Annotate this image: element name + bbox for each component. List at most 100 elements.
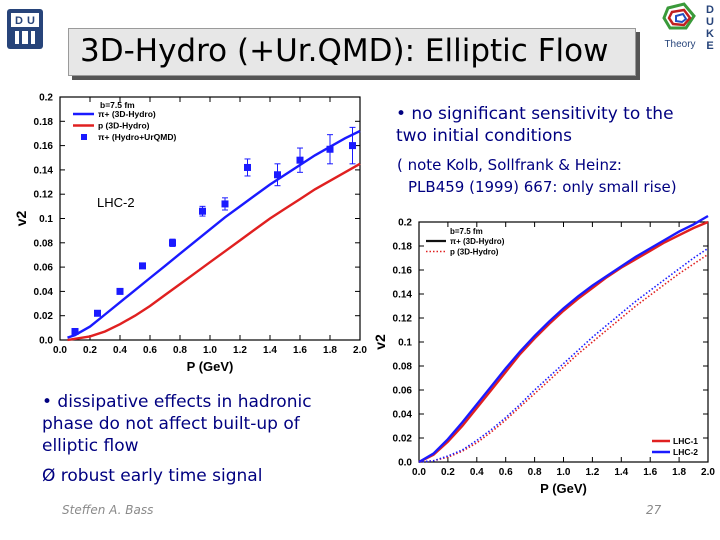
note-line-1: ( note Kolb, Sollfrank & Heinz: [397, 156, 622, 174]
x-tick-label: 0.2 [83, 345, 97, 356]
data-point [244, 163, 251, 171]
x-tick-label: 0.0 [53, 345, 67, 356]
x-tick-label: 2.0 [701, 467, 715, 478]
data-point [199, 207, 206, 215]
logo-letter-d: D [15, 15, 23, 27]
legend-entry: p (3D-Hydro) [450, 248, 499, 257]
y-tick-label: 0.18 [34, 117, 54, 128]
series-line [418, 220, 709, 464]
chart-left: 0.0 0.2 0.4 0.6 0.8 1.0 1.2 1.4 1.6 1.8 2.0 0.0 0.02… [13, 93, 367, 375]
x-tick-label: 2.0 [353, 345, 367, 356]
logo-letter-d: D [706, 4, 714, 16]
bullet-robust: Ø robust early time signal [42, 466, 263, 486]
y-tick-label: 0.12 [393, 314, 413, 325]
legend-entry: π+ (3D-Hydro) [450, 237, 505, 246]
legend-entry: π+ (Hydro+UrQMD) [98, 132, 176, 142]
bullet-dissipative-line-2: phase do not affect built-up of [42, 414, 300, 434]
legend-entry: p (3D-Hydro) [98, 121, 150, 131]
logo-letter-e: E [706, 40, 713, 52]
series-line [418, 253, 709, 463]
series-line [418, 247, 709, 463]
logo-letter-u: U [27, 15, 35, 27]
x-tick-label: 1.2 [233, 345, 247, 356]
university-logo: D U [7, 9, 43, 49]
bullet-sensitivity-line-1: • no significant sensitivity to the [396, 104, 674, 124]
legend-header: b=7.5 fm [100, 100, 135, 110]
data-point [221, 200, 229, 208]
slide-title: 3D-Hydro (+Ur.QMD): Elliptic Flow [80, 33, 609, 69]
y-tick-label: 0.18 [393, 242, 413, 253]
legend-marker [81, 134, 87, 140]
y-tick-label: 0.04 [34, 287, 54, 298]
y-tick-label: 0.08 [393, 362, 413, 373]
series-line [67, 129, 361, 339]
y-tick-label: 0.02 [34, 311, 54, 322]
x-tick-label: 0.4 [113, 345, 127, 356]
data-point [274, 171, 281, 179]
x-tick-label: 1.8 [323, 345, 337, 356]
y-tick-label: 0.0 [398, 458, 412, 469]
x-tick-label: 1.6 [643, 467, 657, 478]
y-tick-label: 0.12 [34, 190, 54, 201]
x-tick-label: 1.8 [672, 467, 686, 478]
data-point [326, 145, 334, 153]
y-tick-label: 0.06 [34, 263, 54, 274]
x-tick-label: 1.6 [293, 345, 307, 356]
x-axis-label: P (GeV) [187, 359, 234, 374]
chart-right: 0.0 0.2 0.4 0.6 0.8 1.0 1.2 1.4 1.6 1.8 2.0 0.0 0.02… [372, 214, 715, 496]
chart-annotation: LHC-2 [97, 195, 135, 210]
legend-entry: π+ (3D-Hydro) [98, 109, 156, 119]
x-tick-label: 1.4 [614, 467, 628, 478]
y-tick-label: 0.04 [393, 410, 413, 421]
x-tick-label: 0.2 [441, 467, 455, 478]
legend-header: b=7.5 fm [450, 227, 483, 236]
y-tick-label: 0.14 [393, 290, 413, 301]
series-line [67, 162, 361, 342]
y-tick-label: 0.2 [39, 93, 53, 104]
y-axis-label: v2 [372, 334, 388, 350]
y-tick-label: 0.16 [393, 266, 413, 277]
page-number: 27 [646, 503, 662, 517]
y-tick-label: 0.0 [39, 336, 53, 347]
y-tick-label: 0.08 [34, 238, 54, 249]
note-line-2: PLB459 (1999) 667: only small rise) [408, 178, 677, 196]
bullet-sensitivity-line-2: two initial conditions [396, 126, 572, 146]
x-tick-label: 0.8 [173, 345, 187, 356]
y-tick-label: 0.14 [34, 165, 54, 176]
x-tick-label: 0.8 [528, 467, 542, 478]
x-tick-label: 1.2 [585, 467, 599, 478]
title-banner [68, 28, 636, 76]
x-tick-label: 0.6 [499, 467, 513, 478]
y-axis-label: v2 [13, 211, 29, 227]
legend-entry: LHC-1 [673, 436, 698, 446]
x-tick-label: 1.0 [557, 467, 571, 478]
duke-theory-logo: Theory D U K E [662, 2, 714, 52]
series-line [418, 214, 709, 464]
data-point [296, 156, 304, 164]
data-point [71, 327, 79, 335]
data-point [116, 287, 124, 295]
y-tick-label: 0.16 [34, 141, 54, 152]
y-tick-label: 0.06 [393, 386, 413, 397]
y-tick-label: 0.1 [39, 214, 53, 225]
x-tick-label: 1.0 [203, 345, 217, 356]
logo-theory-text: Theory [664, 39, 695, 50]
x-axis-label: P (GeV) [540, 481, 587, 496]
y-tick-label: 0.1 [398, 338, 412, 349]
bullet-dissipative-line-3: elliptic flow [42, 436, 139, 456]
x-tick-label: 0.0 [412, 467, 426, 478]
data-point [169, 239, 176, 247]
legend-entry: LHC-2 [673, 447, 698, 457]
x-tick-label: 1.4 [263, 345, 277, 356]
x-tick-label: 0.4 [470, 467, 484, 478]
logo-letter-u: U [706, 16, 714, 28]
y-tick-label: 0.2 [398, 218, 412, 229]
x-tick-label: 0.6 [143, 345, 157, 356]
y-tick-label: 0.02 [393, 434, 413, 445]
bullet-dissipative-line-1: • dissipative effects in hadronic [42, 392, 312, 412]
footer-author: Steffen A. Bass [62, 503, 154, 517]
logo-letter-k: K [706, 28, 714, 40]
data-point [139, 262, 146, 270]
data-point [94, 309, 101, 317]
data-point [349, 142, 356, 150]
